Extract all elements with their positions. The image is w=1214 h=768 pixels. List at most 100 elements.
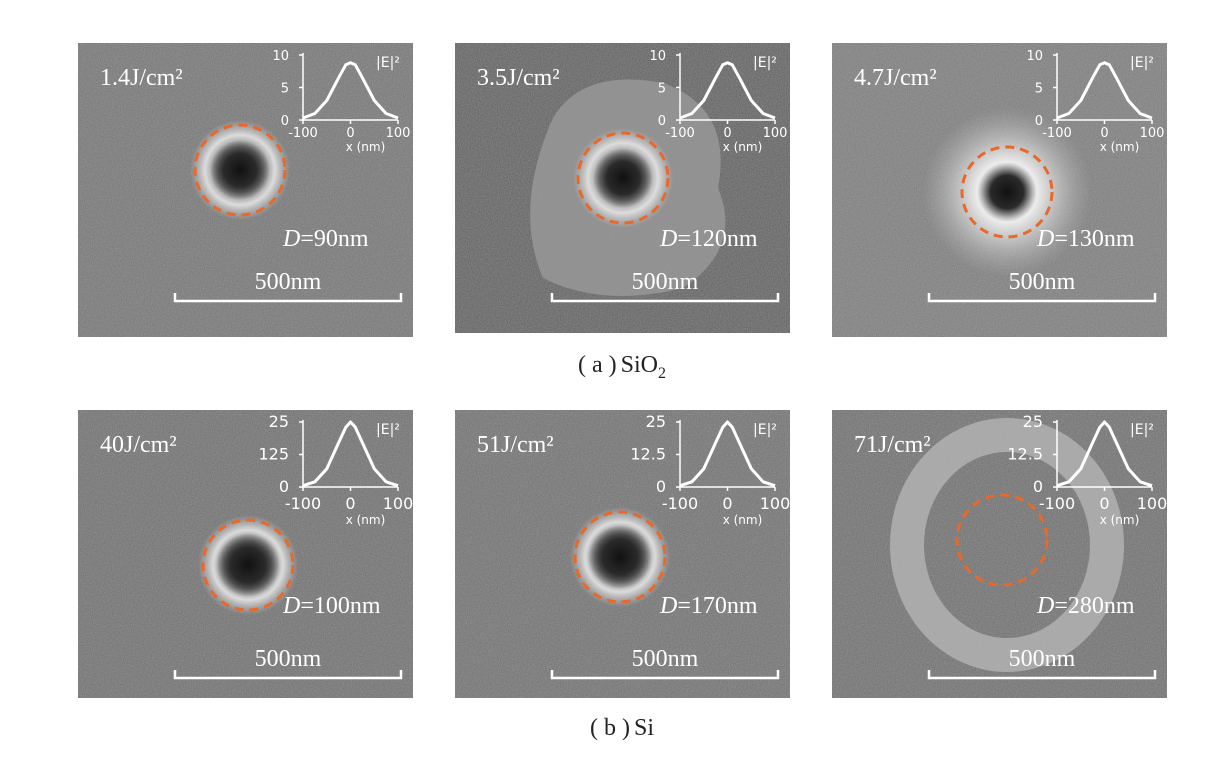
hole: [593, 148, 653, 208]
scale-bar: [927, 293, 1157, 303]
inset-curve: [1056, 61, 1153, 120]
inset-x-label: x (nm): [723, 513, 763, 527]
inset-x-tick-label: 100: [1137, 494, 1168, 513]
inset-y-label: |E|²: [376, 55, 400, 71]
fluence-label: 4.7J/cm²: [854, 65, 937, 91]
inset-x-tick-label: -100: [665, 126, 695, 141]
dashed-outline: [576, 131, 670, 225]
inset-y-tick-label: 10: [272, 49, 289, 64]
inset-y-label: |E|²: [376, 422, 400, 438]
diameter-value: =280nm: [1054, 593, 1135, 619]
inset-x-tick-label: 0: [1100, 126, 1108, 141]
caption-label: ( a ): [578, 352, 617, 378]
inset-x-tick-label: -100: [1039, 494, 1075, 513]
inset-y-label: |E|²: [1130, 422, 1154, 438]
inset-y-tick-label: 0: [658, 114, 666, 129]
dashed-outline: [573, 510, 667, 604]
outer-ring: [890, 418, 1124, 672]
caption-label: ( b ): [590, 715, 630, 741]
inset-x-tick-label: -100: [285, 494, 321, 513]
fluence-label: 3.5J/cm²: [477, 65, 560, 91]
inset-curve: [1056, 420, 1153, 488]
diameter-label: D=100nm: [282, 593, 381, 619]
inset-x-label: x (nm): [346, 140, 386, 154]
inset-y-tick-label: 25: [269, 412, 289, 431]
fluence-label: 51J/cm²: [477, 432, 554, 458]
inset-x-label: x (nm): [346, 513, 386, 527]
scale-bar-label: 500nm: [632, 269, 699, 295]
inset-y-tick-label: 0: [279, 477, 289, 496]
hole: [588, 525, 652, 589]
inset-curve: [679, 61, 776, 120]
scale-bar: [550, 670, 780, 680]
scale-bar: [550, 293, 780, 303]
inset-y-label: |E|²: [1130, 55, 1154, 71]
inset-x-tick-label: 100: [383, 494, 414, 513]
scale-bar: [927, 670, 1157, 680]
caption-material: Si: [634, 715, 654, 741]
inset-y-tick-label: 5: [658, 82, 666, 97]
diameter-value: =100nm: [300, 593, 381, 619]
inset-x-tick-label: 100: [760, 494, 791, 513]
caption-material: SiO: [621, 352, 658, 378]
diameter-variable: D: [282, 226, 300, 252]
diameter-value: =130nm: [1054, 226, 1135, 252]
inset-x-tick-label: 0: [346, 126, 354, 141]
inset-x-label: x (nm): [1100, 140, 1140, 154]
dashed-outline: [193, 123, 287, 217]
inset-y-tick-label: 0: [656, 477, 666, 496]
inset-y-label: |E|²: [753, 55, 777, 71]
dashed-outline: [960, 145, 1054, 239]
diameter-value: =120nm: [677, 226, 758, 252]
fluence-label: 1.4J/cm²: [100, 65, 183, 91]
inset-y-label: |E|²: [753, 422, 777, 438]
diameter-variable: D: [659, 226, 677, 252]
inset-y-tick-label: 10: [649, 49, 666, 64]
inset-x-label: x (nm): [723, 140, 763, 154]
diameter-variable: D: [1036, 226, 1054, 252]
diameter-label: D=90nm: [282, 226, 369, 252]
inset-x-tick-label: -100: [1042, 126, 1072, 141]
scale-bar-label: 500nm: [1009, 646, 1076, 672]
inset-y-tick-label: 12.5: [1007, 445, 1043, 464]
inset-y-tick-label: 125: [258, 445, 289, 464]
inset-y-tick-label: 0: [1033, 477, 1043, 496]
hole: [216, 533, 280, 597]
hole: [977, 162, 1037, 222]
scale-bar: [173, 293, 403, 303]
inset-y-tick-label: 25: [646, 412, 666, 431]
diameter-label: D=280nm: [1036, 593, 1135, 619]
inset-x-tick-label: 0: [1099, 494, 1109, 513]
diameter-label: D=130nm: [1036, 226, 1135, 252]
scale-bar: [173, 670, 403, 680]
diameter-label: D=170nm: [659, 593, 758, 619]
diameter-value: =170nm: [677, 593, 758, 619]
inset-x-tick-label: 0: [722, 494, 732, 513]
scale-bar-label: 500nm: [255, 646, 322, 672]
inset-y-tick-label: 5: [1035, 82, 1043, 97]
inset-y-tick-label: 12.5: [630, 445, 666, 464]
inset-y-tick-label: 25: [1023, 412, 1043, 431]
caption: ( b ) Si: [590, 715, 654, 741]
inset-x-tick-label: 0: [723, 126, 731, 141]
inset-y-tick-label: 10: [1026, 49, 1043, 64]
inset-curve: [302, 420, 399, 488]
fluence-label: 71J/cm²: [854, 432, 931, 458]
caption-subscript: 2: [658, 365, 666, 382]
inset-y-tick-label: 0: [281, 114, 289, 129]
inset-x-tick-label: -100: [288, 126, 318, 141]
dashed-outline: [201, 518, 295, 612]
inset-x-tick-label: 100: [763, 126, 788, 141]
inset-y-tick-label: 0: [1035, 114, 1043, 129]
scale-bar-label: 500nm: [632, 646, 699, 672]
inset-curve: [679, 420, 776, 488]
inset-x-tick-label: 0: [345, 494, 355, 513]
caption: ( a ) SiO2: [578, 352, 666, 382]
